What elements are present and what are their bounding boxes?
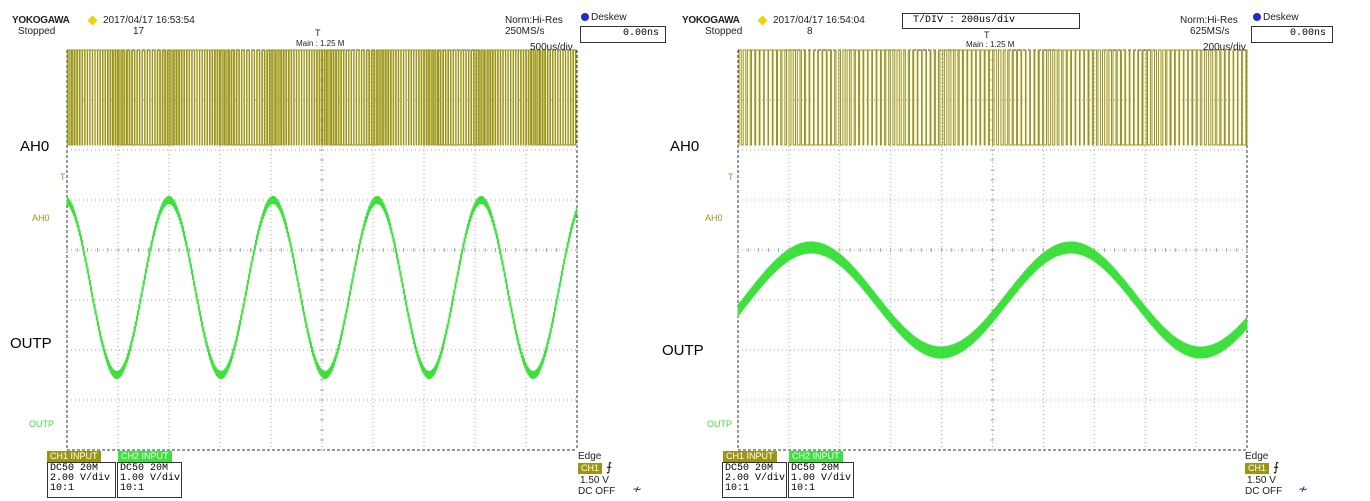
ch2-probe: 10:1 bbox=[791, 483, 816, 494]
trigger-filter-icon: ≁ bbox=[1298, 482, 1309, 496]
ch1-probe: 10:1 bbox=[725, 483, 750, 494]
ch1-ground-marker: AH0 bbox=[705, 213, 723, 223]
scope-left: YOKOGAWA 2017/04/17 16:53:54 Stopped 17 … bbox=[10, 12, 666, 498]
acq-mode: Norm:Hi-Res bbox=[1180, 15, 1238, 26]
time-div: 500us/div bbox=[530, 42, 573, 53]
sample-rate: 250MS/s bbox=[505, 26, 545, 37]
ch1-info-box[interactable]: DC50 20M 2.00 V/div 10:1 bbox=[722, 462, 787, 498]
ch2-coupling: DC50 20M bbox=[120, 463, 169, 474]
ch2-probe: 10:1 bbox=[120, 483, 145, 494]
ch1-coupling: DC50 20M bbox=[725, 463, 774, 474]
ch2-ground-marker: OUTP bbox=[707, 419, 733, 429]
ch2-input-tab[interactable]: CH2 INPUT bbox=[789, 451, 843, 462]
deskew-value[interactable]: 0.00ns bbox=[580, 26, 666, 43]
deskew-label: Deskew bbox=[1263, 12, 1299, 23]
overlay-label-ch1: AH0 bbox=[20, 138, 50, 155]
datetime: 2017/04/17 16:53:54 bbox=[103, 15, 195, 26]
trigger-level-marker: T bbox=[728, 172, 734, 182]
trigger-source[interactable]: CH1 bbox=[1245, 463, 1270, 474]
rising-edge-icon: ⨍ bbox=[606, 460, 613, 474]
deskew-label: Deskew bbox=[591, 12, 627, 23]
ch2-ground-marker: OUTP bbox=[29, 419, 55, 429]
sample-rate: 625MS/s bbox=[1190, 26, 1230, 37]
series-line-outp bbox=[737, 241, 1248, 359]
datetime: 2017/04/17 16:54:04 bbox=[773, 15, 865, 26]
deskew-dot-icon bbox=[581, 13, 589, 21]
ch2-coupling: DC50 20M bbox=[791, 463, 840, 474]
rising-edge-icon: ⨍ bbox=[1273, 460, 1280, 474]
series-line-ah0 bbox=[67, 49, 577, 146]
ch2-info-box[interactable]: DC50 20M 1.00 V/div 10:1 bbox=[117, 462, 182, 498]
scope-right: YOKOGAWA 2017/04/17 16:54:04 Stopped 8 T… bbox=[662, 0, 1355, 501]
trigger-filter-icon: ≁ bbox=[632, 482, 643, 496]
acq-mode: Norm:Hi-Res bbox=[505, 15, 563, 26]
ch1-info-box[interactable]: DC50 20M 2.00 V/div 10:1 bbox=[47, 462, 116, 498]
ch1-probe: 10:1 bbox=[50, 483, 75, 494]
deskew-value[interactable]: 0.00ns bbox=[1251, 26, 1333, 43]
status: Stopped bbox=[705, 26, 743, 37]
overlay-label-ch2: OUTP bbox=[662, 342, 704, 359]
ch1-vdiv: 2.00 V/div bbox=[50, 473, 111, 484]
trigger-pos-marker: T bbox=[315, 28, 321, 38]
trigger-pos-marker: T bbox=[984, 30, 990, 40]
trigger-level: 1.50 V bbox=[1247, 475, 1276, 486]
tdiv-box[interactable]: T/DIV : 200us/div bbox=[902, 13, 1080, 29]
plot-right bbox=[737, 49, 1248, 451]
status: Stopped bbox=[18, 26, 56, 37]
series-line-outp bbox=[66, 195, 578, 380]
overlay-label-ch2: OUTP bbox=[10, 335, 52, 352]
overlay-label-ch1: AH0 bbox=[670, 138, 700, 155]
ch1-ground-marker: AH0 bbox=[32, 213, 50, 223]
ch1-vdiv: 2.00 V/div bbox=[725, 473, 786, 484]
brand-logo: YOKOGAWA bbox=[12, 15, 70, 26]
ch2-input-tab[interactable]: CH2 INPUT bbox=[118, 451, 172, 462]
main-points: Main : 1.25 M bbox=[966, 40, 1015, 49]
acq-count: 8 bbox=[807, 26, 813, 37]
ch1-coupling: DC50 20M bbox=[50, 463, 99, 474]
ch2-vdiv: 1.00 V/div bbox=[120, 473, 181, 484]
brand-logo: YOKOGAWA bbox=[682, 15, 740, 26]
trigger-level: 1.50 V bbox=[580, 475, 609, 486]
plot-left bbox=[66, 49, 578, 451]
series-line-ah0 bbox=[738, 49, 1248, 146]
trigger-type: Edge bbox=[1245, 451, 1269, 462]
ch1-input-tab[interactable]: CH1 INPUT bbox=[723, 451, 777, 462]
ch1-input-tab[interactable]: CH1 INPUT bbox=[47, 451, 101, 462]
main-points: Main : 1.25 M bbox=[296, 39, 345, 48]
trigger-level-marker: T bbox=[60, 172, 66, 182]
trigger-filter: DC OFF bbox=[578, 486, 616, 497]
ch2-info-box[interactable]: DC50 20M 1.00 V/div 10:1 bbox=[788, 462, 854, 498]
trigger-filter: DC OFF bbox=[1245, 486, 1283, 497]
trigger-type: Edge bbox=[578, 451, 602, 462]
time-div: 200us/div bbox=[1203, 42, 1246, 53]
ch2-vdiv: 1.00 V/div bbox=[791, 473, 852, 484]
deskew-dot-icon bbox=[1253, 13, 1261, 21]
acq-count: 17 bbox=[133, 26, 145, 37]
trigger-source[interactable]: CH1 bbox=[578, 463, 603, 474]
